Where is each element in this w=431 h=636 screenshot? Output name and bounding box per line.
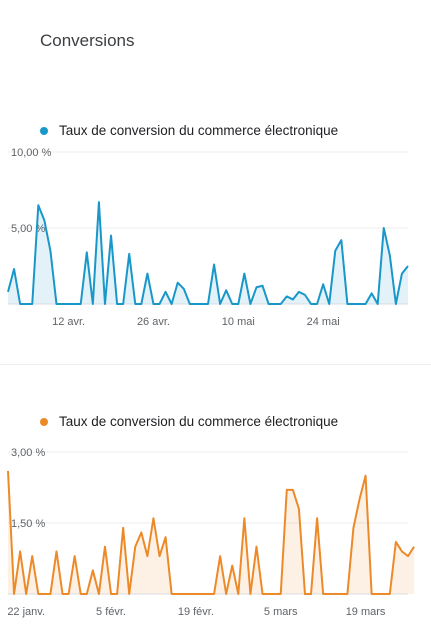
x-tick-label-0: 12 avr. bbox=[52, 316, 85, 328]
y-tick-label-1: 1,50 % bbox=[11, 518, 45, 530]
x-tick-label-4: 19 mars bbox=[346, 606, 386, 618]
x-tick-label-1: 5 févr. bbox=[96, 606, 126, 618]
x-tick-label-1: 26 avr. bbox=[137, 316, 170, 328]
legend-label: Taux de conversion du commerce électroni… bbox=[59, 123, 339, 138]
x-tick-label-3: 5 mars bbox=[264, 606, 298, 618]
y-tick-label-0: 10,00 % bbox=[11, 147, 52, 159]
legend-dot-icon bbox=[40, 126, 48, 135]
legend-dot-icon bbox=[40, 417, 48, 426]
legend-label: Taux de conversion du commerce électroni… bbox=[59, 414, 339, 429]
series-line bbox=[7, 201, 409, 305]
series-line bbox=[7, 470, 415, 595]
conversion-rate-chart-2[interactable]: 3,00 % 1,50 % 22 janv. 5 févr. 19 févr. 5 mar… bbox=[0, 435, 431, 635]
x-tick-label-3: 24 mai bbox=[307, 316, 340, 328]
x-tick-label-2: 10 mai bbox=[222, 316, 255, 328]
y-tick-label-0: 3,00 % bbox=[11, 447, 45, 459]
section-title: Conversions bbox=[40, 31, 135, 50]
legend-chart-1[interactable]: Taux de conversion du commerce électroni… bbox=[40, 123, 338, 138]
x-tick-label-2: 19 févr. bbox=[178, 606, 214, 618]
legend-chart-2[interactable]: Taux de conversion du commerce électroni… bbox=[40, 414, 338, 429]
chart-divider bbox=[0, 364, 431, 365]
x-tick-label-0: 22 janv. bbox=[7, 606, 45, 618]
conversion-rate-chart-1[interactable]: 10,00 %5,00 %12 avr. 26 avr. 10 mai 24 mai bbox=[0, 140, 431, 340]
series-area bbox=[8, 202, 408, 304]
